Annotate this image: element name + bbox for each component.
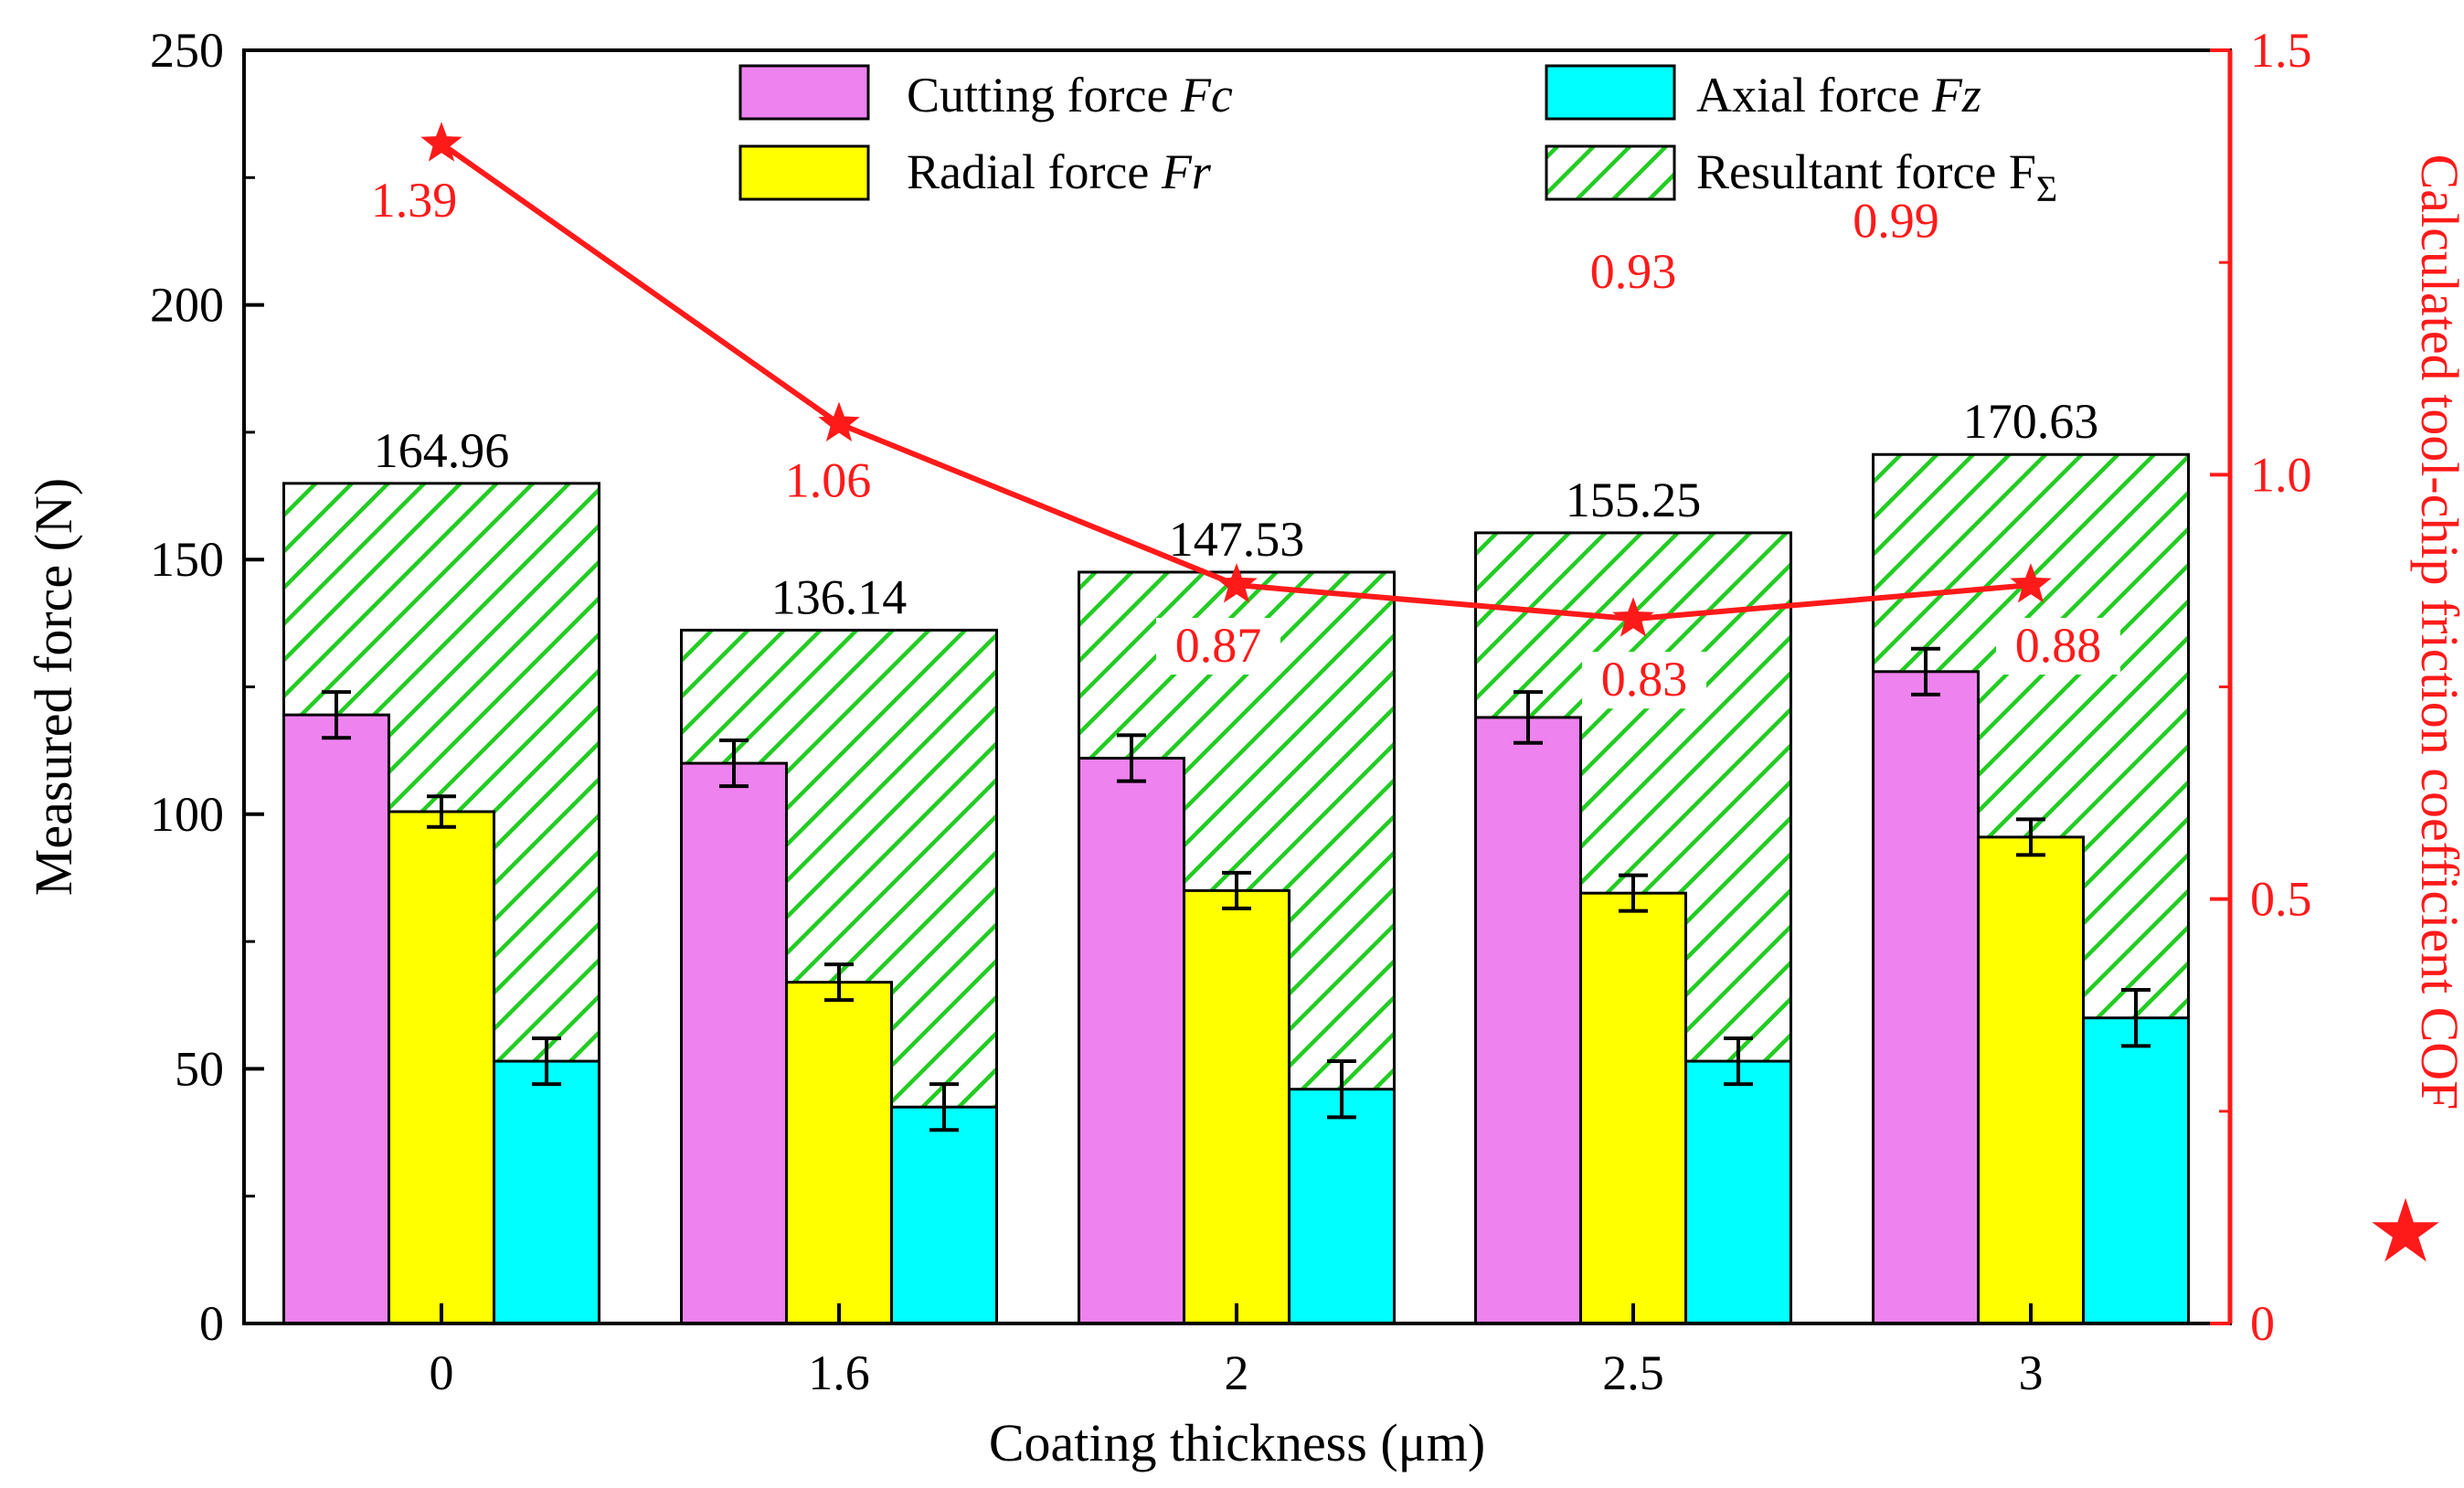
legend: Cutting force Fc Axial force Fz Radial f… xyxy=(738,64,2057,209)
resultant-value-label: 155.25 xyxy=(1566,473,1702,527)
cof-star-marker xyxy=(420,122,462,162)
y-tick-label: 200 xyxy=(150,278,224,333)
force-bar xyxy=(1288,1088,1396,1325)
legend-swatch-cutting xyxy=(738,64,870,121)
cof-marker-legend-icon: ★ xyxy=(2366,1180,2445,1282)
cof-value-label: 0.83 xyxy=(1601,652,1688,707)
legend-swatch-radial xyxy=(738,144,870,201)
legend-label-axial: Axial force Fz xyxy=(1696,68,1981,122)
force-bar xyxy=(388,810,495,1325)
x-tick-label: 0 xyxy=(430,1345,454,1400)
labels-layer: 164.96 136.14 147.53 155.25 170.63 xyxy=(374,394,2099,624)
axes-layer: 0 1.6 2 2.5 3 0 50 100 150 200 250 0 0.5 1.0 1.5 xyxy=(150,23,2312,1400)
force-bar xyxy=(1872,670,1980,1325)
resultant-value-label: 170.63 xyxy=(1963,394,2099,449)
x-tick-label: 2 xyxy=(1225,1345,1249,1400)
force-bar xyxy=(1977,835,2085,1325)
cof-star-marker xyxy=(1216,563,1258,603)
x-tick-label: 3 xyxy=(2019,1345,2044,1400)
cof-star-marker xyxy=(818,401,860,441)
resultant-value-label: 164.96 xyxy=(374,423,510,478)
force-bar xyxy=(890,1105,998,1325)
force-bar xyxy=(1078,757,1185,1325)
y-tick-label: 50 xyxy=(175,1041,224,1096)
legend-label-cutting: Cutting force Fc xyxy=(907,68,1233,122)
force-bar xyxy=(1579,891,1687,1325)
resultant-value-label: 147.53 xyxy=(1169,512,1305,567)
y-tick-label: 0 xyxy=(199,1296,224,1351)
legend-swatch-resultant xyxy=(1545,144,1676,201)
cof-value-label: 0.88 xyxy=(2015,618,2102,673)
cof-value-label: 1.39 xyxy=(371,173,458,228)
y-right-tick-label: 0.5 xyxy=(2250,872,2312,927)
x-axis-title: Coating thickness (μm) xyxy=(989,1413,1485,1472)
cof-label-background xyxy=(1996,618,2120,675)
y-right-tick-label: 0 xyxy=(2250,1296,2275,1351)
force-bar xyxy=(282,713,390,1325)
error-bars-layer xyxy=(322,646,2151,1132)
force-bar xyxy=(785,981,893,1325)
y-right-tick-label: 1.0 xyxy=(2250,447,2312,502)
cof-extra-annotation: 0.93 xyxy=(1590,244,1677,299)
y-tick-label: 100 xyxy=(150,787,224,842)
y-axis-title: Measured force (N) xyxy=(24,478,83,896)
cof-layer: 1.39 1.06 0.87 0.83 0.88 0.93 0.99 xyxy=(371,122,2120,709)
x-tick-label: 2.5 xyxy=(1602,1345,1664,1400)
legend-swatch-axial xyxy=(1545,64,1676,121)
y-tick-label: 250 xyxy=(150,23,224,78)
force-bar xyxy=(493,1059,600,1325)
y-tick-label: 150 xyxy=(150,532,224,587)
cof-value-label: 0.87 xyxy=(1175,618,1262,673)
force-bar xyxy=(2082,1016,2190,1325)
cof-extra-annotation: 0.99 xyxy=(1853,193,1939,248)
force-bar xyxy=(1684,1059,1792,1325)
force-bar xyxy=(1183,888,1290,1325)
legend-label-resultant: Resultant force FΣ xyxy=(1696,144,2057,209)
cof-star-marker xyxy=(1612,597,1654,637)
y-axis-right-title: Calculated tool-chip friction coefficien… xyxy=(2410,154,2464,1111)
cof-label-background xyxy=(1156,618,1280,675)
y-right-tick-label: 1.5 xyxy=(2250,23,2312,78)
cof-label-background xyxy=(1582,652,1706,709)
cof-value-label: 1.06 xyxy=(785,453,872,508)
force-bar xyxy=(1474,716,1582,1325)
legend-label-radial: Radial force Fr xyxy=(907,144,1212,199)
resultant-value-label: 136.14 xyxy=(771,569,908,624)
cof-star-marker xyxy=(2010,563,2052,603)
force-bar xyxy=(680,761,788,1325)
x-tick-label: 1.6 xyxy=(808,1345,870,1400)
